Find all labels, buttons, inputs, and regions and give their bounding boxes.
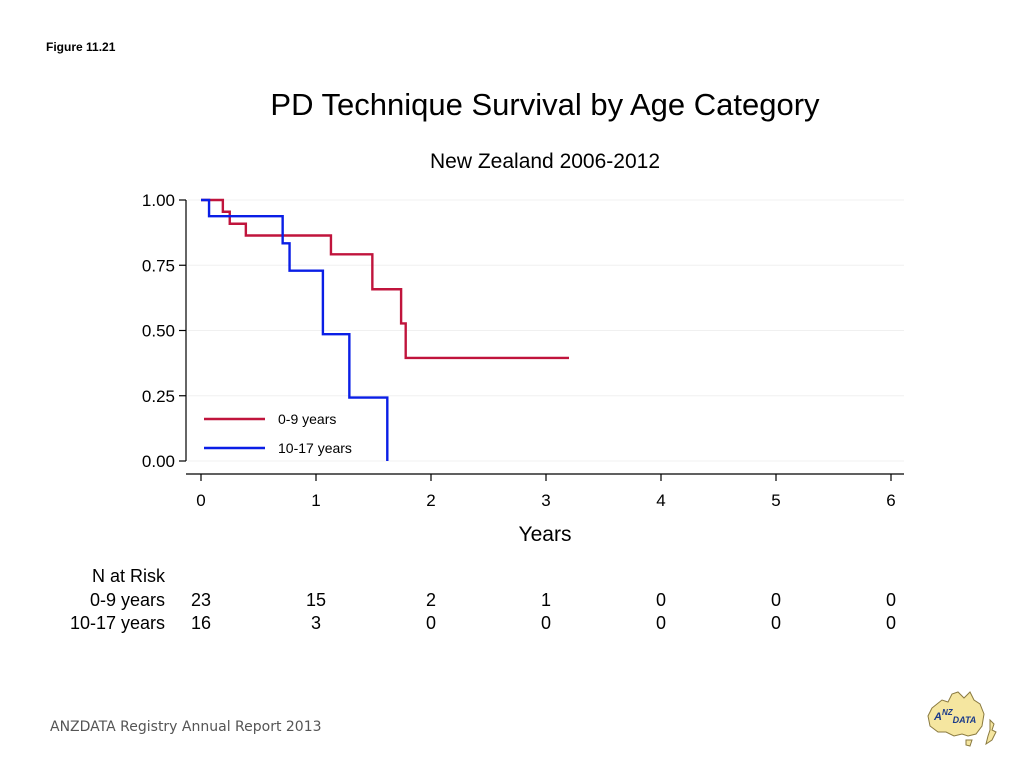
x-tick-label-6: 6 bbox=[886, 491, 895, 510]
anzdata-logo: ANZDATA bbox=[927, 691, 997, 747]
x-tick-label-2: 2 bbox=[426, 491, 435, 510]
nz-map-shape bbox=[985, 718, 997, 746]
risk-value-r0-c6: 0 bbox=[886, 590, 896, 610]
risk-value-r1-c1: 3 bbox=[311, 613, 321, 633]
risk-value-r0-c1: 15 bbox=[306, 590, 326, 610]
chart-title: PD Technique Survival by Age Category bbox=[270, 87, 820, 122]
australia-map-shape bbox=[927, 691, 985, 737]
legend-label-0-9-years: 0-9 years bbox=[278, 411, 336, 427]
tasmania-shape bbox=[965, 739, 973, 747]
risk-row-label-0-9: 0-9 years bbox=[90, 590, 165, 610]
series-line-10-17-years bbox=[201, 198, 389, 461]
risk-value-r0-c4: 0 bbox=[656, 590, 666, 610]
risk-value-r1-c2: 0 bbox=[426, 613, 436, 633]
figure-label: Figure 11.21 bbox=[46, 40, 116, 54]
axes: 0.00 0.25 0.50 0.75 1.00 0 1 2 3 4 5 6 bbox=[142, 191, 904, 510]
grid-lines bbox=[188, 199, 904, 462]
x-tick-label-1: 1 bbox=[311, 491, 320, 510]
risk-values: 23 15 2 1 0 0 0 16 3 0 0 0 0 0 bbox=[191, 590, 896, 633]
series-line-0-9-years bbox=[201, 198, 569, 360]
risk-value-r1-c6: 0 bbox=[886, 613, 896, 633]
chart-subtitle: New Zealand 2006-2012 bbox=[430, 150, 660, 173]
y-tick-label-2: 0.50 bbox=[142, 322, 175, 341]
risk-value-r0-c5: 0 bbox=[771, 590, 781, 610]
risk-value-r1-c3: 0 bbox=[541, 613, 551, 633]
x-tick-label-4: 4 bbox=[656, 491, 665, 510]
y-tick-label-4: 1.00 bbox=[142, 191, 175, 210]
x-tick-label-0: 0 bbox=[196, 491, 205, 510]
risk-value-r1-c5: 0 bbox=[771, 613, 781, 633]
risk-row-label-10-17: 10-17 years bbox=[70, 613, 165, 633]
km-chart: PD Technique Survival by Age Category Ne… bbox=[70, 87, 904, 633]
risk-value-r0-c3: 1 bbox=[541, 590, 551, 610]
risk-table: N at Risk 0-9 years 10-17 years 23 15 2 1 0 0… bbox=[70, 566, 896, 633]
y-tick-label-0: 0.00 bbox=[142, 452, 175, 471]
y-tick-label-1: 0.25 bbox=[142, 387, 175, 406]
footer-text: ANZDATA Registry Annual Report 2013 bbox=[50, 719, 322, 735]
risk-value-r0-c0: 23 bbox=[191, 590, 211, 610]
legend: 0-9 years 10-17 years bbox=[204, 411, 352, 456]
x-axis-label: Years bbox=[519, 523, 572, 546]
x-tick-label-5: 5 bbox=[771, 491, 780, 510]
risk-value-r1-c0: 16 bbox=[191, 613, 211, 633]
risk-table-header: N at Risk bbox=[92, 566, 166, 586]
y-tick-label-3: 0.75 bbox=[142, 256, 175, 275]
x-tick-label-3: 3 bbox=[541, 491, 550, 510]
legend-label-10-17-years: 10-17 years bbox=[278, 440, 352, 456]
risk-value-r1-c4: 0 bbox=[656, 613, 666, 633]
risk-value-r0-c2: 2 bbox=[426, 590, 436, 610]
series-lines bbox=[201, 198, 569, 461]
